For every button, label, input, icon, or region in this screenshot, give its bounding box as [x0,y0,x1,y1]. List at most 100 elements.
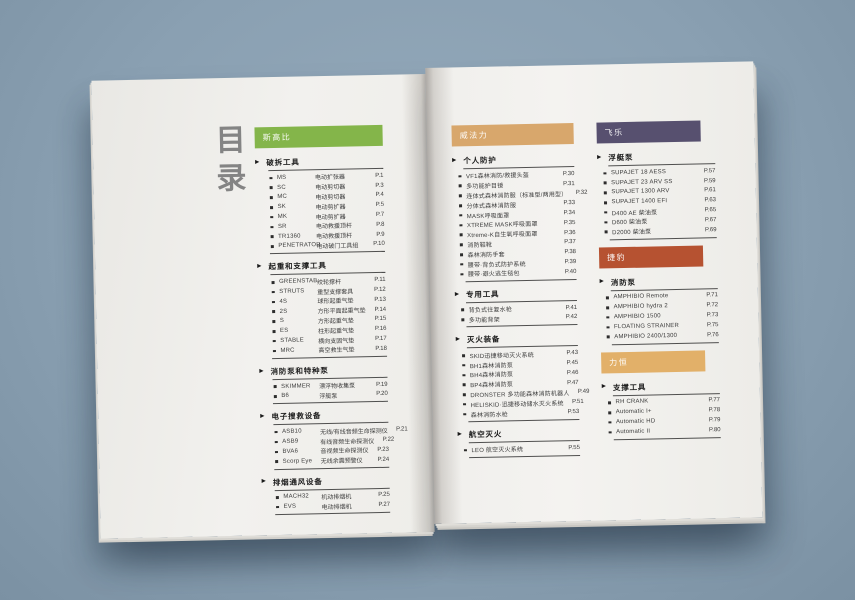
item-desc: 电动救援顶杆 [315,223,353,231]
toc-section: ▶ 浮艇泵 SUPAJET 18 AESS P.57 SUPAJET 23 ARV SS… [597,150,717,240]
item-page-number: P.15 [374,316,387,323]
section-header: ▶ 消防泵 [600,275,718,288]
item-page-number: P.34 [563,210,576,217]
item-code: MRC [280,347,295,354]
bullet-icon [459,233,463,237]
item-page-number: P.12 [374,286,386,294]
bullet-icon [458,174,461,178]
item-page-number: P.53 [567,408,580,416]
brand-label: 威法力 [459,130,489,141]
arrow-right-icon: ▶ [457,431,462,438]
item-desc: 无线余震预警仪 [320,458,363,466]
bullet-icon [274,440,278,444]
item-code: STABLE [280,337,305,344]
bullet-icon [459,223,462,227]
item-code: GREENSTAB [278,278,318,286]
section-header: ▶ 排烟通风设备 [261,474,389,488]
item-page-number: P.67 [704,217,717,224]
item-page-number: P.18 [375,345,387,352]
bullet-icon [270,245,274,248]
bullet-icon [462,354,465,357]
section-header: ▶ 破拆工具 [255,155,383,169]
item-code: PENETRATOR [278,242,321,250]
item-code: ASB10 [282,428,302,436]
bullet-icon [276,505,279,509]
section-items: RH CRANK P.77 Automatic I+ P.78 Automatic HD… [602,394,721,440]
bullet-icon [603,191,607,195]
item-page-number: P.11 [374,277,386,284]
item-code: ES [279,328,289,335]
item-page-number: P.76 [707,331,719,339]
item-code: EVS [283,503,297,511]
bullet-icon [462,393,466,396]
item-page-number: P.43 [566,350,579,357]
bullet-icon [460,263,463,266]
bullet-icon [606,316,609,319]
item-page-number: P.39 [564,259,577,266]
bullet-icon [462,364,465,367]
bullet-icon [606,335,610,339]
bullet-icon [269,186,273,190]
item-page-number: P.79 [708,417,721,424]
section-header: ▶ 个人防护 [452,153,574,166]
item-code: FLOATING STRAINER [613,322,680,331]
item-page-number: P.37 [564,239,576,246]
item-desc: 高空救生气垫 [318,347,355,355]
item-code: SR [277,223,287,230]
item-page-number: P.65 [704,207,717,214]
section-title: 支撑工具 [612,382,647,392]
item-desc: 重型支撑套具 [317,289,354,296]
bullet-icon [605,296,609,300]
item-code: MK [277,213,288,221]
item-desc: 有线音频生命探测仪 [320,438,375,446]
item-page-number: P.63 [704,197,717,204]
bullet-icon [463,413,466,416]
item-page-number: P.33 [563,200,576,207]
toc-section: ▶ 电子搜救设备 ASB10 无线/有线音频生命探测仪 P.21 ASB9 有线音频生命探测… [260,409,408,470]
bullet-icon [462,373,465,377]
item-page-number: P.24 [377,456,390,463]
toc-item: D2000 柴油泵 P.69 [599,225,717,237]
bullet-icon [269,196,273,199]
item-code: AMPHIBIO 1500 [613,313,661,321]
item-page-number: P.75 [706,322,719,329]
item-desc: 柱形起重气垫 [317,328,355,335]
item-page-number: P.46 [566,369,579,377]
bullet-icon [603,172,606,175]
item-code: Scorp Eye [282,457,313,465]
item-code: AMPHIBIO Remote [613,293,669,301]
item-code: TR1360 [278,233,301,240]
section-title: 专用工具 [465,289,500,299]
item-page-number: P.57 [703,168,716,175]
arrow-right-icon: ▶ [261,478,266,485]
arrow-right-icon: ▶ [454,290,460,297]
bullet-icon [271,281,275,284]
item-page-number: P.45 [566,360,579,367]
section-items: 背负式往复水枪 P.41 多功能背架 P.42 [455,301,577,327]
item-page-number: P.73 [706,312,719,319]
item-code: 2S [279,308,288,315]
toc-item: PENETRATOR 电动破门工具组 P.10 [257,239,385,251]
bullet-icon [269,176,272,180]
page-left: 目录 斯高比 ▶ 破拆工具 MS 电动扩张器 P.1 SC 电动剪切器 P.3 MC 电动剪切器 P.… [91,73,435,539]
item-page-number: P.20 [376,391,388,398]
bullet-icon [270,206,273,209]
item-page-number: P.21 [396,426,408,433]
item-page-number: P.47 [566,379,579,386]
arrow-right-icon: ▶ [452,157,457,164]
item-code: STRUTS [279,288,305,296]
toc-section: ▶ 破拆工具 MS 电动扩张器 P.1 SC 电动剪切器 P.3 MC 电动剪切器 P.4 SK 电动剪… [255,155,385,255]
bullet-icon [608,411,611,414]
section-title: 消防泵 [610,277,636,287]
item-page-number: P.17 [375,335,387,343]
bullet-icon [271,290,275,294]
arrow-right-icon: ▶ [255,159,260,166]
bullet-icon [604,230,608,234]
bullet-icon [606,306,609,309]
item-code: RH CRANK [615,399,649,406]
bullet-icon [463,403,466,406]
toc-item: MRC 高空救生气垫 P.18 [259,344,387,356]
bullet-icon [458,194,462,198]
item-code: MACH32 [283,493,309,501]
item-code: 腰带·避火逃生毯包 [467,271,520,279]
